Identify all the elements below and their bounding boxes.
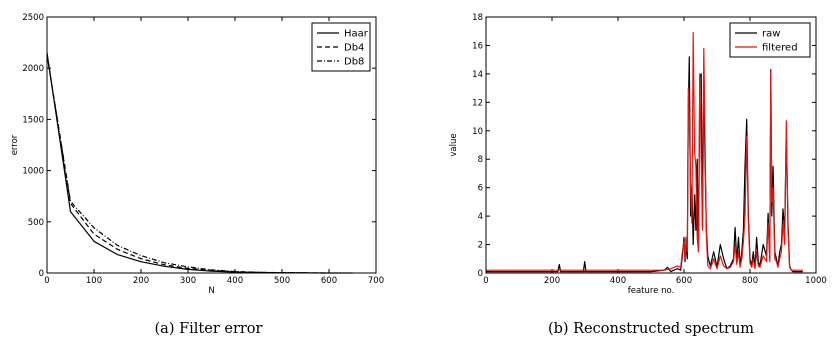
- x-tick-label: 700: [368, 276, 384, 286]
- x-tick-label: 200: [544, 276, 560, 286]
- y-tick-label: 1500: [22, 115, 44, 125]
- spectrum-ticks: 0 200 400 600 800 1000 0 2 4 6 8 10 12 14 16 18: [472, 13, 827, 286]
- y-tick-label: 1000: [22, 167, 44, 177]
- x-tick-label: 1000: [805, 276, 827, 286]
- spectrum-caption: (b) Reconstructed spectrum: [548, 321, 754, 337]
- x-tick-label: 300: [180, 276, 196, 286]
- filter-error-xlabel: N: [208, 286, 214, 296]
- legend-label: Db4: [344, 43, 364, 54]
- x-tick-label: 0: [483, 276, 488, 286]
- y-tick-label: 8: [478, 155, 483, 165]
- y-tick-label: 10: [472, 127, 483, 137]
- legend-label: Db8: [344, 57, 364, 68]
- spectrum-chart: 0 200 400 600 800 1000 0 2 4 6 8 10 12 14 16 18 feature…: [449, 13, 827, 337]
- y-tick-label: 6: [478, 184, 483, 194]
- y-tick-label: 0: [478, 269, 483, 279]
- y-tick-label: 2500: [22, 13, 44, 23]
- y-tick-label: 0: [39, 269, 44, 279]
- y-tick-label: 4: [478, 212, 483, 222]
- filter-error-ticks: 0 100 200 300 400 500 600 700 0 500 1000 1500 2000 25…: [22, 13, 384, 286]
- x-tick-label: 800: [742, 276, 758, 286]
- legend-label: Haar: [344, 29, 369, 40]
- y-tick-label: 500: [28, 218, 44, 228]
- filter-error-chart: 0 100 200 300 400 500 600 700 0 500 1000 1500 2000 25…: [10, 13, 384, 337]
- filter-error-legend: Haar Db4 Db8: [311, 22, 371, 72]
- x-tick-label: 100: [86, 276, 102, 286]
- legend-box: [729, 22, 811, 58]
- series-line-db4: [46, 53, 330, 274]
- x-tick-label: 400: [227, 276, 243, 286]
- filter-error-ylabel: error: [10, 134, 20, 155]
- series-line-db8: [46, 54, 306, 274]
- x-tick-label: 0: [44, 276, 49, 286]
- legend-label: filtered: [762, 43, 798, 54]
- spectrum-plot-frame: [485, 16, 817, 274]
- x-tick-label: 600: [321, 276, 337, 286]
- spectrum-lines: [486, 31, 803, 273]
- x-tick-label: 600: [676, 276, 692, 286]
- filter-error-caption: (a) Filter error: [155, 321, 263, 337]
- series-line-raw: [486, 56, 803, 273]
- spectrum-ylabel: value: [449, 133, 459, 156]
- legend-label: raw: [762, 29, 780, 40]
- spectrum-xlabel: feature no.: [628, 286, 675, 296]
- filter-error-plot-frame: [46, 16, 377, 274]
- y-tick-label: 18: [472, 13, 483, 23]
- y-tick-label: 12: [472, 98, 483, 108]
- y-tick-label: 2: [478, 241, 483, 251]
- y-tick-label: 16: [472, 41, 483, 51]
- x-tick-label: 500: [274, 276, 290, 286]
- series-line-filtered: [486, 31, 803, 271]
- series-line-haar: [46, 52, 353, 274]
- y-tick-label: 14: [472, 70, 483, 80]
- y-tick-label: 2000: [22, 64, 44, 74]
- x-tick-label: 200: [133, 276, 149, 286]
- spectrum-legend: raw filtered: [729, 22, 811, 58]
- x-tick-label: 400: [610, 276, 626, 286]
- filter-error-lines: [46, 52, 353, 274]
